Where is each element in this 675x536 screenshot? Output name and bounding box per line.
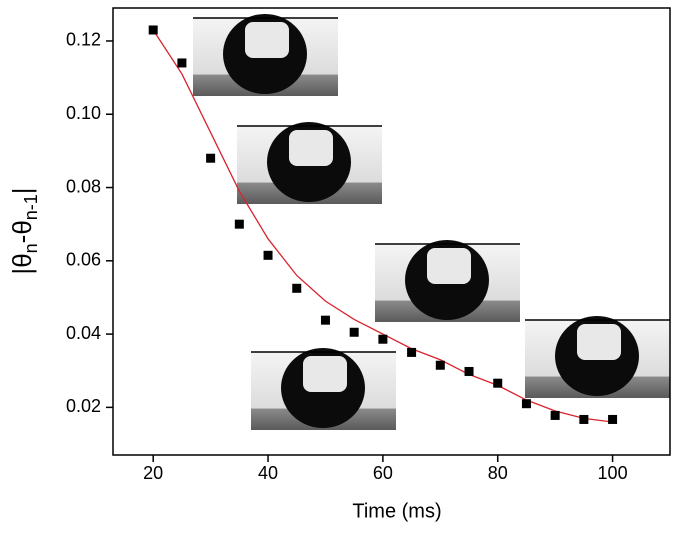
- y-tick-label: 0.06: [66, 250, 101, 270]
- data-point: [292, 283, 302, 293]
- inset-image: [524, 315, 671, 399]
- inset-image: [236, 121, 383, 205]
- data-point: [177, 58, 187, 68]
- data-point: [234, 219, 244, 229]
- y-tick-label: 0.08: [66, 176, 101, 196]
- data-point: [206, 153, 216, 163]
- data-point: [407, 347, 417, 357]
- y-label-part: |θ: [7, 253, 37, 274]
- data-point: [378, 334, 388, 344]
- data-point: [349, 327, 359, 337]
- y-tick-label: 0.02: [66, 396, 101, 416]
- y-label-part: -θ: [7, 220, 37, 243]
- x-tick-label: 60: [373, 463, 393, 483]
- y-tick-label: 0.10: [66, 103, 101, 123]
- x-tick-label: 40: [258, 463, 278, 483]
- data-point: [579, 414, 589, 424]
- inset-image: [250, 347, 397, 431]
- data-point: [521, 399, 531, 409]
- y-tick-label: 0.04: [66, 323, 101, 343]
- inset-image: [374, 239, 521, 323]
- data-point: [493, 378, 503, 388]
- inset-image: [192, 13, 339, 97]
- data-point: [464, 366, 474, 376]
- y-label-part: n-1: [21, 194, 41, 220]
- fit-line: [152, 29, 613, 423]
- y-label-part: |: [7, 187, 37, 194]
- y-tick-label: 0.12: [66, 30, 101, 50]
- data-point: [608, 414, 618, 424]
- x-tick-label: 80: [488, 463, 508, 483]
- x-tick-label: 20: [143, 463, 163, 483]
- x-axis-label: Time (ms): [352, 500, 441, 522]
- data-point: [435, 360, 445, 370]
- x-tick-label: 100: [598, 463, 628, 483]
- data-point: [320, 315, 330, 325]
- data-point: [550, 410, 560, 420]
- data-point: [148, 25, 158, 35]
- data-point: [263, 250, 273, 260]
- y-label-part: n: [21, 243, 41, 253]
- y-axis-label: |θn-θn-1|: [7, 187, 41, 274]
- plot-frame: [112, 7, 671, 456]
